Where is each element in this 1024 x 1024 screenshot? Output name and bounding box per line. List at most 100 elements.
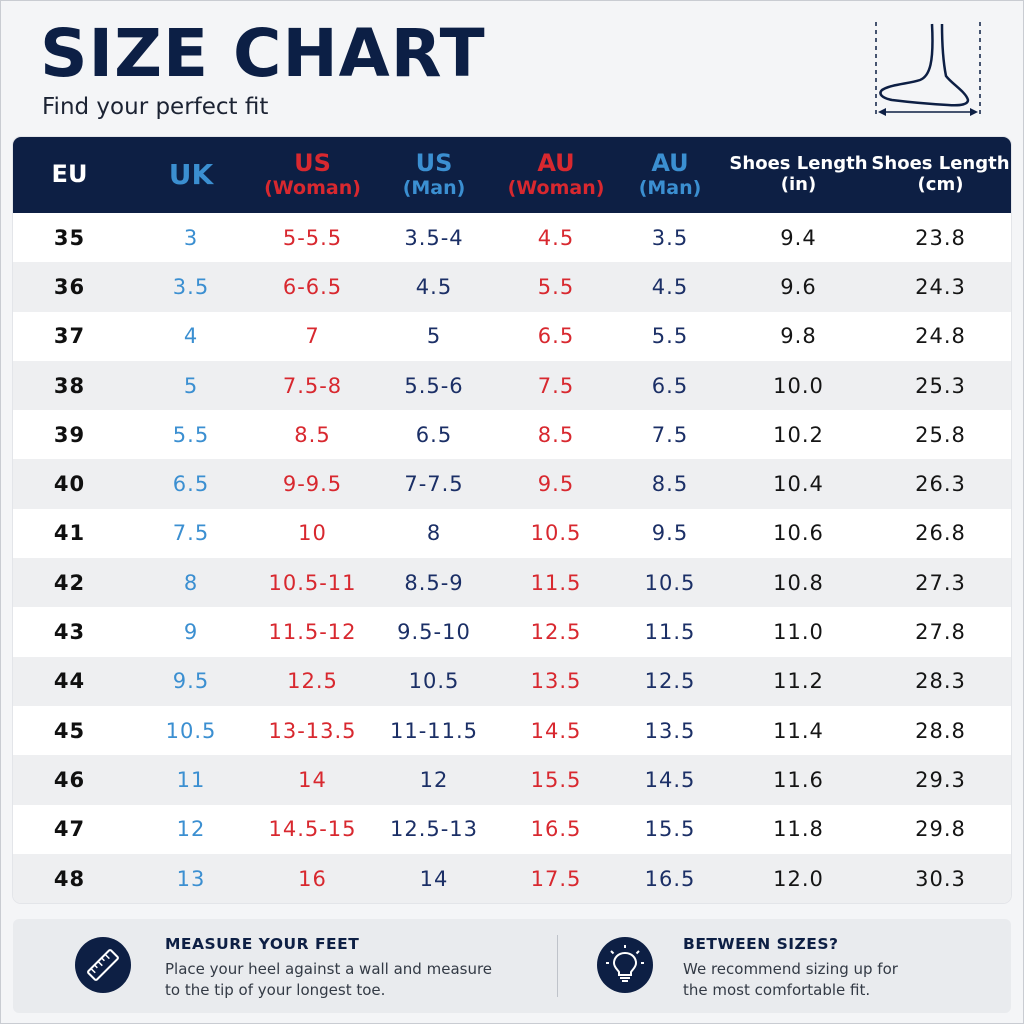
cell-us-woman: 12.5 — [287, 669, 338, 694]
table-row: 42 8 10.5-11 8.5-9 11.5 10.5 10.8 27.3 — [13, 558, 1011, 608]
cell-us-man: 10.5 — [408, 669, 460, 694]
tips-footer: MEASURE YOUR FEET Place your heel agains… — [13, 919, 1011, 1013]
cell-uk: 9 — [183, 620, 199, 645]
cell-au-man: 4.5 — [651, 274, 689, 299]
cell-length-in: 11.4 — [773, 718, 824, 743]
cell-au-woman: 17.5 — [530, 866, 582, 891]
cell-au-woman: 12.5 — [530, 620, 582, 645]
table-row: 45 10.5 13-13.5 11-11.5 14.5 13.5 11.4 28.8 — [13, 705, 1011, 756]
cell-us-woman: 10 — [298, 521, 327, 546]
cell-au-man: 16.5 — [644, 866, 696, 891]
cell-eu: 45 — [53, 718, 86, 743]
cell-uk: 7.5 — [172, 521, 210, 546]
table-row: 40 6.5 9-9.5 7-7.5 9.5 8.5 10.4 26.3 — [13, 459, 1011, 509]
cell-au-man: 15.5 — [644, 817, 696, 842]
cell-uk: 13 — [176, 866, 206, 891]
cell-au-man: 6.5 — [651, 373, 689, 398]
cell-length-in: 11.0 — [773, 620, 824, 645]
cell-us-woman: 7 — [305, 324, 320, 349]
cell-uk: 3.5 — [172, 274, 210, 299]
cell-eu: 44 — [53, 669, 86, 694]
page-title: SIZE CHART — [40, 15, 486, 92]
cell-uk: 11 — [176, 767, 206, 792]
cell-length-in: 11.6 — [773, 767, 824, 792]
cell-us-woman: 5-5.5 — [282, 225, 343, 250]
column-header-us-woman: US (Woman) — [264, 149, 361, 199]
cell-length-in: 12.0 — [773, 866, 824, 891]
cell-au-woman: 13.5 — [530, 669, 582, 694]
cell-eu: 36 — [53, 274, 86, 299]
cell-us-man: 9.5-10 — [397, 620, 471, 645]
table-body: 35 3 5-5.5 3.5-4 4.5 3.5 9.4 23.8 36 3.5 6-6.5 4.5 5… — [13, 213, 1011, 903]
tip-heading: MEASURE YOUR FEET — [165, 935, 360, 953]
cell-au-woman: 7.5 — [537, 373, 575, 398]
cell-eu: 35 — [53, 225, 86, 250]
cell-length-in: 9.8 — [780, 324, 817, 349]
cell-length-cm: 25.8 — [915, 422, 966, 447]
cell-au-man: 12.5 — [644, 669, 696, 694]
column-header-uk: UK — [168, 157, 214, 191]
tip-heading: BETWEEN SIZES? — [683, 935, 839, 953]
size-table: EU UK US (Woman) US (Man) AU (Woman) — [13, 137, 1011, 903]
cell-length-in: 10.4 — [773, 472, 824, 497]
cell-au-woman: 14.5 — [530, 718, 582, 743]
cell-us-man: 5 — [426, 324, 442, 349]
foot-measure-icon — [875, 22, 981, 118]
cell-au-woman: 5.5 — [537, 274, 575, 299]
cell-length-cm: 30.3 — [915, 866, 966, 891]
cell-au-woman: 4.5 — [537, 225, 575, 250]
cell-eu: 43 — [53, 620, 86, 645]
cell-eu: 38 — [53, 373, 86, 398]
cell-uk: 4 — [183, 324, 199, 349]
cell-uk: 10.5 — [165, 718, 217, 743]
cell-eu: 40 — [53, 472, 86, 497]
cell-length-cm: 29.8 — [915, 817, 966, 842]
cell-us-woman: 14.5-15 — [268, 817, 357, 842]
cell-us-woman: 8.5 — [294, 422, 331, 447]
cell-length-cm: 28.3 — [915, 669, 966, 694]
column-header-au-man: AU (Man) — [638, 149, 702, 199]
cell-au-man: 14.5 — [644, 767, 696, 792]
cell-us-man: 11-11.5 — [389, 718, 479, 743]
cell-au-woman: 8.5 — [537, 422, 575, 447]
cell-us-woman: 13-13.5 — [268, 718, 357, 743]
cell-au-woman: 16.5 — [530, 817, 582, 842]
cell-us-man: 8.5-9 — [404, 570, 464, 595]
cell-au-woman: 11.5 — [530, 570, 582, 595]
measure-tip: MEASURE YOUR FEET Place your heel agains… — [13, 919, 558, 1013]
cell-uk: 9.5 — [172, 669, 210, 694]
cell-length-cm: 29.3 — [915, 767, 966, 792]
cell-us-man: 12 — [419, 767, 449, 792]
cell-us-woman: 16 — [298, 866, 327, 891]
cell-length-cm: 26.3 — [915, 472, 966, 497]
cell-eu: 47 — [53, 817, 86, 842]
cell-length-in: 9.4 — [780, 225, 817, 250]
cell-us-man: 5.5-6 — [404, 373, 464, 398]
cell-au-woman: 15.5 — [530, 767, 582, 792]
cell-us-man: 3.5-4 — [404, 225, 464, 250]
table-row: 36 3.5 6-6.5 4.5 5.5 4.5 9.6 24.3 — [13, 262, 1011, 312]
cell-us-man: 6.5 — [415, 422, 453, 447]
between-sizes-tip: BETWEEN SIZES? We recommend sizing up fo… — [573, 919, 1011, 1013]
cell-length-cm: 26.8 — [915, 521, 966, 546]
tip-text: Place your heel against a wall and measu… — [165, 960, 493, 999]
cell-uk: 12 — [176, 817, 206, 842]
cell-au-man: 7.5 — [651, 422, 689, 447]
cell-au-woman: 10.5 — [530, 521, 582, 546]
cell-uk: 6.5 — [172, 472, 210, 497]
size-table-container: EU UK US (Woman) US (Man) AU (Woman) — [13, 137, 1011, 903]
column-header-eu: EU — [51, 160, 88, 189]
cell-us-man: 8 — [426, 521, 442, 546]
cell-us-woman: 14 — [298, 767, 327, 792]
cell-eu: 41 — [53, 521, 86, 546]
cell-length-in: 10.2 — [773, 422, 824, 447]
column-header-length-cm: Shoes Length (cm) — [871, 153, 1010, 195]
cell-length-cm: 24.8 — [915, 324, 966, 349]
cell-length-in: 11.2 — [773, 669, 824, 694]
cell-eu: 48 — [53, 866, 86, 891]
cell-length-in: 10.6 — [773, 521, 824, 546]
cell-length-cm: 23.8 — [915, 225, 966, 250]
cell-eu: 46 — [53, 767, 86, 792]
table-row: 35 3 5-5.5 3.5-4 4.5 3.5 9.4 23.8 — [13, 213, 1011, 263]
cell-length-cm: 28.8 — [915, 718, 966, 743]
